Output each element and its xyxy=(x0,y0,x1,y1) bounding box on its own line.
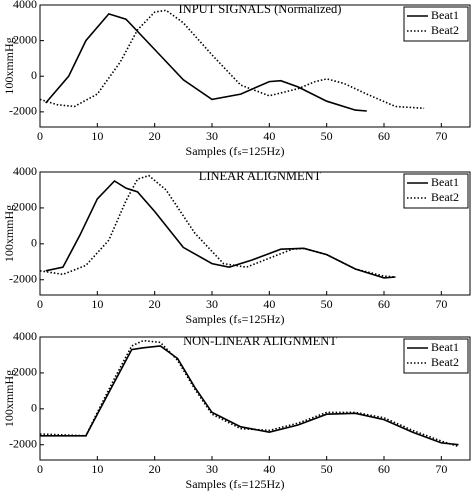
data-line xyxy=(39,339,459,448)
x-axis-label: Samples (fₛ=125Hz) xyxy=(186,144,285,158)
legend-label: Beat2 xyxy=(431,355,459,369)
x-tick-label: 70 xyxy=(435,462,447,476)
x-tick-label: 70 xyxy=(435,129,447,143)
y-tick-label: 4000 xyxy=(13,329,37,343)
panel-title: LINEAR ALIGNMENT xyxy=(199,169,322,183)
x-tick-label: 50 xyxy=(321,297,333,311)
panel-title: NON-LINEAR ALIGNMENT xyxy=(183,334,337,348)
x-tick-label: 30 xyxy=(206,129,218,143)
legend-label: Beat2 xyxy=(431,23,459,37)
x-tick-label: 20 xyxy=(149,129,161,143)
x-tick-label: 50 xyxy=(321,129,333,143)
x-tick-label: 10 xyxy=(91,462,103,476)
panel-title: INPUT SIGNALS (Normalized) xyxy=(179,2,342,16)
x-tick-label: 70 xyxy=(435,297,447,311)
x-axis-label: Samples (fₛ=125Hz) xyxy=(186,477,285,491)
x-tick-label: 0 xyxy=(37,297,43,311)
legend-box xyxy=(403,6,469,42)
axes-frame xyxy=(39,4,471,128)
data-line xyxy=(39,9,425,110)
axes-frame xyxy=(39,171,471,296)
x-tick-label: 60 xyxy=(378,462,390,476)
x-tick-label: 60 xyxy=(378,297,390,311)
x-tick-label: 0 xyxy=(37,462,43,476)
x-tick-label: 20 xyxy=(149,297,161,311)
legend-box xyxy=(403,338,469,374)
y-axis-label: 100xmmHg xyxy=(2,205,16,262)
y-tick-label: 0 xyxy=(31,401,37,415)
data-line xyxy=(39,174,396,278)
legend-box xyxy=(403,173,469,209)
x-tick-label: 40 xyxy=(263,297,275,311)
x-tick-label: 40 xyxy=(263,129,275,143)
y-tick-label: 4000 xyxy=(13,164,37,178)
legend-label: Beat1 xyxy=(431,175,459,189)
y-tick-label: -2000 xyxy=(9,436,37,450)
data-line xyxy=(45,12,367,112)
y-tick-label: 2000 xyxy=(13,365,37,379)
x-axis-label: Samples (fₛ=125Hz) xyxy=(186,312,285,326)
y-tick-label: 2000 xyxy=(13,32,37,46)
y-tick-label: -2000 xyxy=(9,271,37,285)
legend-label: Beat1 xyxy=(431,8,459,22)
x-tick-label: 30 xyxy=(206,462,218,476)
y-tick-label: 0 xyxy=(31,68,37,82)
y-tick-label: -2000 xyxy=(9,104,37,118)
x-tick-label: 10 xyxy=(91,129,103,143)
y-axis-label: 100xmmHg xyxy=(2,370,16,427)
y-tick-label: 0 xyxy=(31,236,37,250)
y-tick-label: 2000 xyxy=(13,200,37,214)
x-tick-label: 60 xyxy=(378,129,390,143)
y-axis-label: 100xmmHg xyxy=(2,37,16,94)
legend-label: Beat2 xyxy=(431,190,459,204)
x-tick-label: 50 xyxy=(321,462,333,476)
x-tick-label: 40 xyxy=(263,462,275,476)
legend-label: Beat1 xyxy=(431,340,459,354)
data-line xyxy=(40,345,459,446)
x-tick-label: 10 xyxy=(91,297,103,311)
axes-frame xyxy=(39,336,471,461)
x-tick-label: 30 xyxy=(206,297,218,311)
x-tick-label: 0 xyxy=(37,129,43,143)
x-tick-label: 20 xyxy=(149,462,161,476)
y-tick-label: 4000 xyxy=(13,0,37,11)
data-line xyxy=(45,179,396,279)
